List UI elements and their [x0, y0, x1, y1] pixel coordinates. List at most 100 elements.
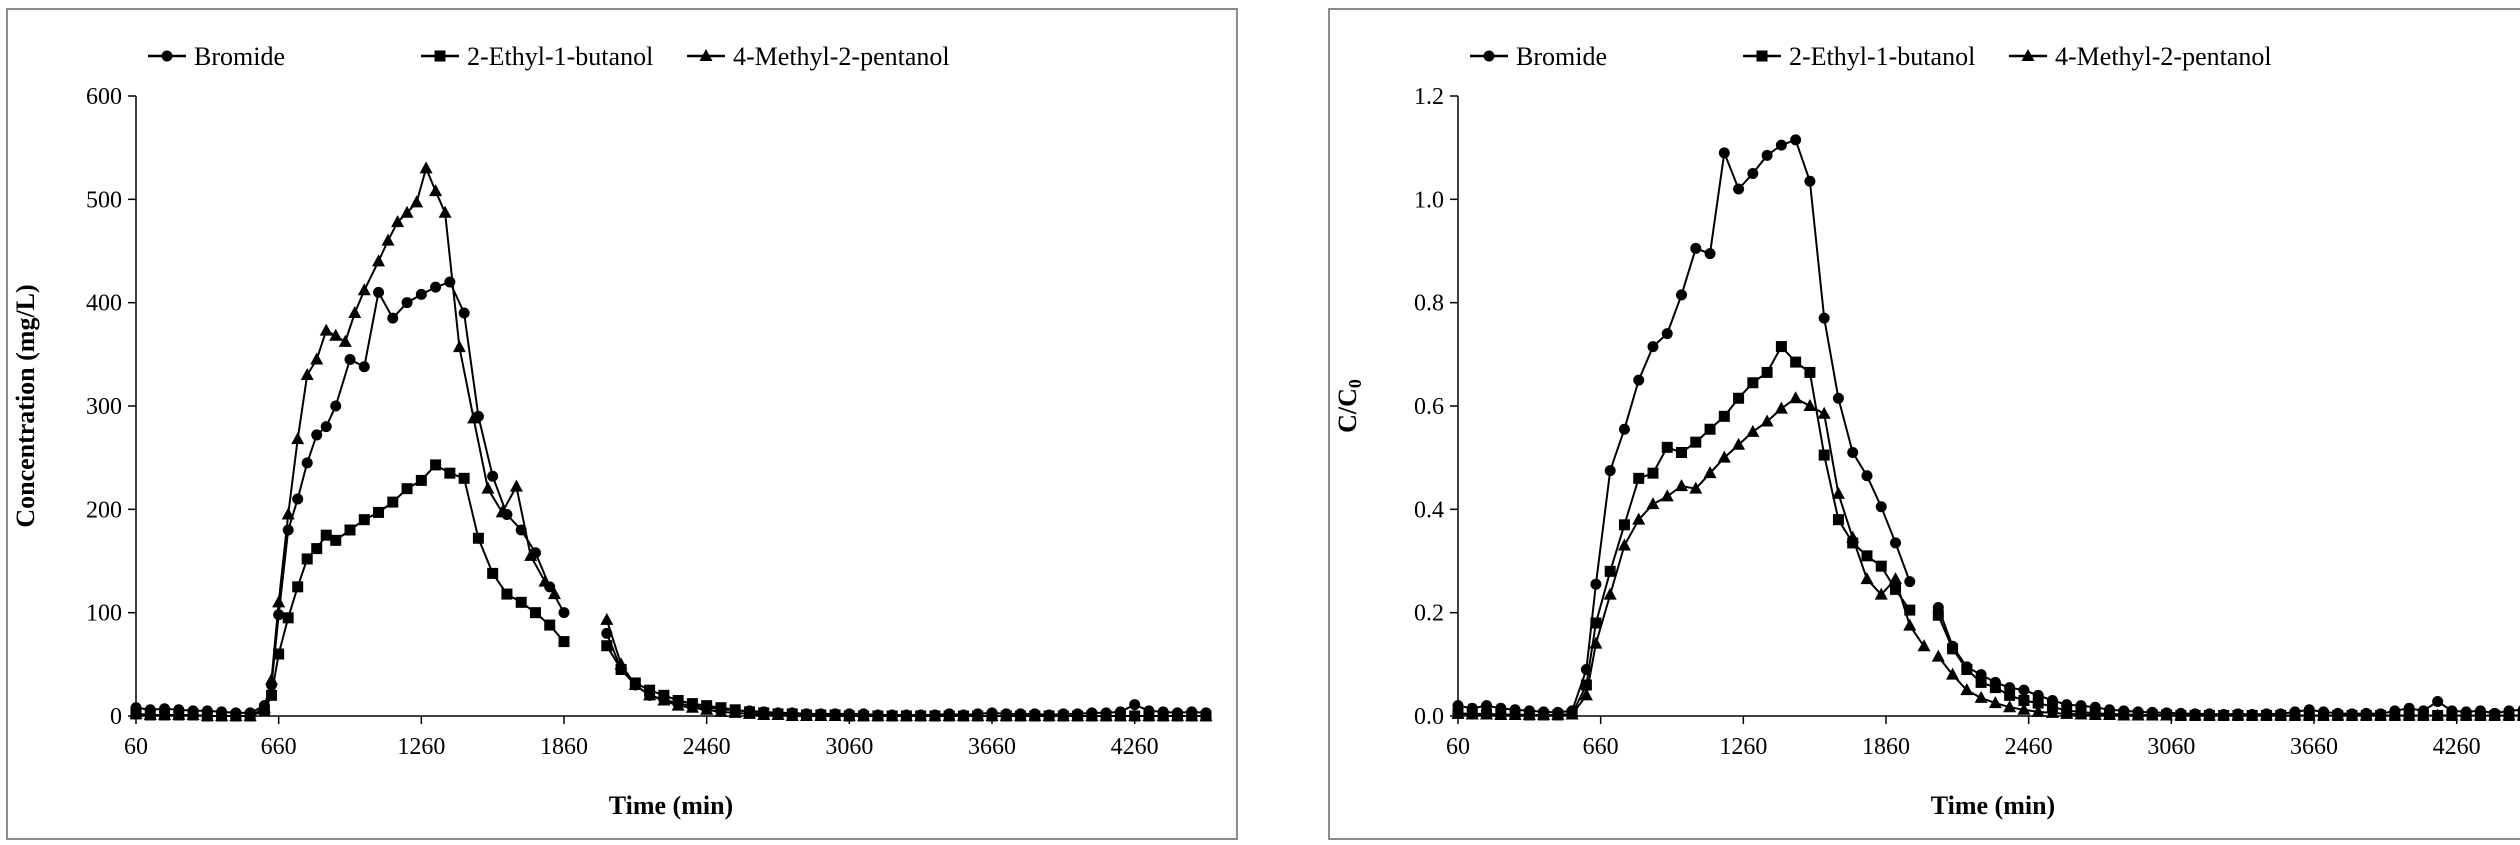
data-point — [1947, 643, 1959, 655]
legend-label: Bromide — [194, 42, 285, 71]
x-tick-label: 3060 — [2147, 734, 2195, 760]
data-point — [999, 709, 1013, 721]
data-point — [1760, 414, 1774, 427]
data-point — [2359, 708, 2373, 721]
data-point — [771, 707, 785, 720]
data-point — [1746, 424, 1760, 437]
data-point — [2160, 708, 2174, 721]
data-point — [320, 529, 332, 541]
x-tick-label: 4260 — [2433, 734, 2481, 760]
data-point — [1818, 449, 1830, 461]
data-point — [438, 205, 452, 218]
x-tick-label: 1860 — [540, 734, 588, 760]
data-point — [300, 368, 314, 380]
data-point — [1014, 709, 1028, 721]
y-tick-label: 600 — [86, 84, 122, 110]
data-point — [1647, 467, 1659, 479]
x-tick-label: 2460 — [683, 734, 731, 760]
data-point — [2017, 702, 2031, 715]
data-point — [1932, 609, 1944, 621]
x-tick-label: 60 — [1446, 734, 1470, 760]
data-point — [1732, 437, 1746, 450]
data-point — [614, 657, 628, 670]
data-point — [1861, 550, 1873, 562]
data-point — [2117, 708, 2131, 721]
data-point — [2345, 708, 2359, 721]
data-point — [186, 707, 200, 720]
data-point — [2103, 707, 2117, 720]
x-tick-label: 3660 — [968, 734, 1016, 760]
x-tick-label: 1260 — [397, 734, 445, 760]
data-point — [1590, 617, 1602, 629]
data-point — [1676, 447, 1688, 458]
data-point — [1704, 248, 1716, 260]
data-point — [1790, 356, 1802, 368]
data-point — [671, 698, 685, 711]
data-point — [372, 254, 386, 267]
data-point — [1156, 709, 1170, 721]
data-point — [291, 432, 305, 445]
data-point — [487, 567, 499, 579]
data-point — [529, 607, 541, 619]
data-point — [344, 354, 356, 365]
legend: Bromide 2-Ethyl-1-butanol 4-Methyl-2-penta… — [148, 42, 950, 71]
series-1 — [1452, 134, 2520, 720]
data-point — [515, 596, 527, 608]
data-point — [387, 496, 399, 508]
legend-marker-circle — [1483, 50, 1495, 62]
data-point — [348, 306, 362, 318]
data-point — [2145, 708, 2159, 721]
data-point — [1142, 709, 1156, 721]
data-point — [1647, 341, 1659, 353]
data-point — [1085, 709, 1099, 721]
data-point — [467, 411, 481, 424]
data-point — [1847, 447, 1859, 458]
data-point — [1199, 709, 1213, 721]
data-point — [1975, 676, 1987, 688]
data-point — [1960, 683, 1974, 696]
data-point — [1508, 707, 1522, 720]
y-tick-label: 100 — [86, 601, 122, 627]
legend-marker-square — [434, 50, 446, 62]
x-tick-label: 2460 — [2005, 734, 2053, 760]
data-point — [928, 709, 942, 721]
data-point — [871, 709, 885, 721]
data-point — [956, 709, 970, 721]
chart-panel-concentration: Bromide 2-Ethyl-1-butanol 4-Methyl-2-penta… — [6, 8, 1238, 840]
data-point — [1071, 709, 1085, 721]
data-point — [2018, 695, 2030, 706]
data-point — [458, 307, 470, 319]
data-point — [301, 553, 313, 565]
x-tick-label: 60 — [124, 734, 148, 760]
data-point — [2431, 708, 2445, 721]
series-1 — [130, 276, 1212, 721]
data-point — [281, 507, 295, 520]
data-point — [2088, 707, 2102, 720]
x-axis-title: Time (min) — [1931, 791, 2055, 820]
data-point — [1603, 587, 1617, 600]
legend-label: 2-Ethyl-1-butanol — [467, 42, 653, 71]
data-point — [1803, 399, 1817, 411]
data-point — [458, 472, 470, 484]
data-point — [1099, 709, 1113, 721]
y-tick-label: 1.0 — [1414, 187, 1444, 213]
data-point — [1113, 709, 1127, 721]
data-point — [415, 474, 427, 486]
series-2 — [1452, 341, 2520, 721]
data-point — [1817, 406, 1831, 419]
data-point — [899, 709, 913, 721]
data-point — [143, 707, 157, 720]
data-point — [2288, 708, 2302, 721]
data-point — [1846, 530, 1860, 543]
data-point — [714, 704, 728, 717]
data-point — [1790, 134, 1802, 146]
data-point — [1551, 707, 1565, 720]
data-point — [1818, 312, 1830, 324]
legend-marker-triangle — [2021, 49, 2035, 61]
data-point — [410, 195, 424, 208]
data-point — [1718, 147, 1730, 159]
data-point — [1875, 560, 1887, 572]
data-point — [757, 707, 771, 720]
data-point — [2317, 708, 2331, 721]
data-point — [2388, 708, 2402, 721]
